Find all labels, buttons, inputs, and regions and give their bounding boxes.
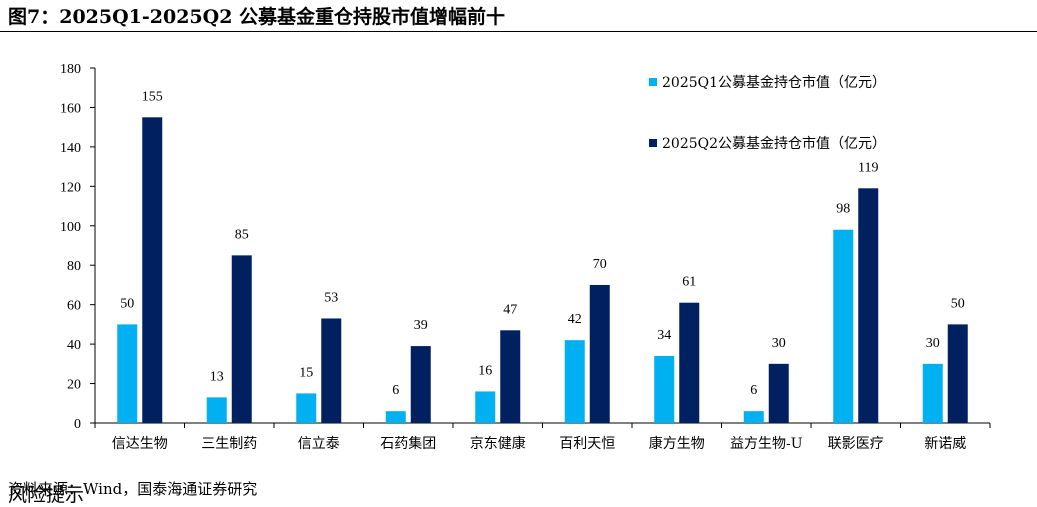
risk-note: 风险提示 — [8, 484, 85, 506]
x-category-label: 益方生物-U — [730, 436, 803, 452]
bar-q2 — [768, 363, 789, 423]
y-tick-label: 0 — [74, 417, 81, 432]
y-tick-label: 20 — [67, 378, 81, 393]
data-label-q2: 119 — [858, 160, 878, 175]
x-category-label: 康方生物 — [649, 435, 705, 452]
x-category-label: 联影医疗 — [828, 436, 884, 452]
x-category-label: 信达生物 — [112, 436, 168, 452]
legend-label-q2: 2025Q2公募基金持仓市值（亿元） — [662, 135, 886, 152]
data-label-q2: 70 — [593, 257, 607, 272]
bar-q2 — [142, 117, 163, 424]
bar-q1 — [654, 355, 675, 423]
data-label-q1: 15 — [299, 365, 313, 380]
bar-q2 — [947, 324, 968, 423]
y-tick-label: 60 — [67, 299, 81, 314]
data-label-q2: 39 — [414, 318, 428, 333]
data-label-q1: 42 — [568, 312, 582, 327]
bar-q1 — [922, 363, 943, 423]
y-tick-label: 120 — [60, 180, 81, 195]
source-note: 资料来源：Wind，国泰海通证券研究 — [8, 480, 258, 498]
data-label-q1: 6 — [750, 383, 757, 398]
x-category-label: 百利天恒 — [559, 436, 615, 452]
y-tick-label: 180 — [60, 62, 81, 77]
chart-legend: 2025Q1公募基金持仓市值（亿元） 2025Q2公募基金持仓市值（亿元） — [649, 74, 886, 152]
data-label-q2: 53 — [324, 290, 338, 305]
data-label-q2: 30 — [772, 336, 786, 351]
data-label-q1: 30 — [926, 336, 940, 351]
bar-q2 — [410, 346, 431, 423]
legend-label-q1: 2025Q1公募基金持仓市值（亿元） — [662, 74, 886, 91]
bar-q1 — [475, 391, 496, 423]
chart-axes: 0 20 40 60 80 100 120 140 160 180 信达生物 三生制药 信立泰 石药集团 京… — [60, 62, 991, 452]
legend-swatch-q2 — [649, 139, 657, 147]
data-label-q1: 13 — [210, 369, 224, 384]
x-category-label: 京东健康 — [470, 435, 526, 452]
x-category-label: 信立泰 — [298, 436, 340, 452]
bar-q1 — [385, 411, 406, 423]
title-divider — [0, 31, 1037, 32]
x-category-label: 三生制药 — [201, 436, 257, 452]
x-category-label: 石药集团 — [380, 435, 436, 452]
x-category-label: 新诺威 — [924, 436, 966, 452]
data-label-q2: 85 — [235, 227, 249, 242]
data-label-q1: 16 — [478, 363, 492, 378]
legend-swatch-q1 — [649, 78, 657, 86]
data-label-q2: 155 — [142, 89, 163, 104]
y-tick-label: 80 — [67, 259, 81, 274]
y-tick-label: 40 — [67, 338, 81, 353]
data-label-q2: 47 — [503, 302, 517, 317]
bar-q2 — [858, 188, 879, 423]
y-tick-label: 140 — [60, 141, 81, 156]
figure-title: 图7：2025Q1-2025Q2 公募基金重仓持股市值增幅前十 — [8, 6, 506, 28]
y-tick-label: 100 — [60, 220, 81, 235]
data-label-q1: 34 — [657, 328, 671, 343]
bar-q1 — [117, 324, 138, 423]
data-label-q1: 6 — [392, 383, 399, 398]
chart-bars: 50 155 13 85 15 53 6 39 16 47 42 70 34 61 6 30 98 119 30 50 — [117, 89, 968, 424]
data-label-q1: 98 — [836, 202, 850, 217]
bar-q2 — [321, 318, 342, 423]
data-label-q2: 61 — [682, 275, 696, 290]
bar-q1 — [296, 393, 317, 423]
bar-q2 — [589, 284, 610, 423]
bar-q1 — [833, 229, 854, 423]
bar-q1 — [743, 411, 764, 423]
bar-q1 — [564, 340, 585, 423]
bar-q2 — [500, 330, 521, 423]
data-label-q1: 50 — [120, 296, 134, 311]
bar-q1 — [206, 397, 227, 423]
data-label-q2: 50 — [951, 296, 965, 311]
bar-q2 — [231, 255, 252, 423]
y-tick-label: 160 — [60, 101, 81, 116]
bar-q2 — [679, 302, 700, 423]
